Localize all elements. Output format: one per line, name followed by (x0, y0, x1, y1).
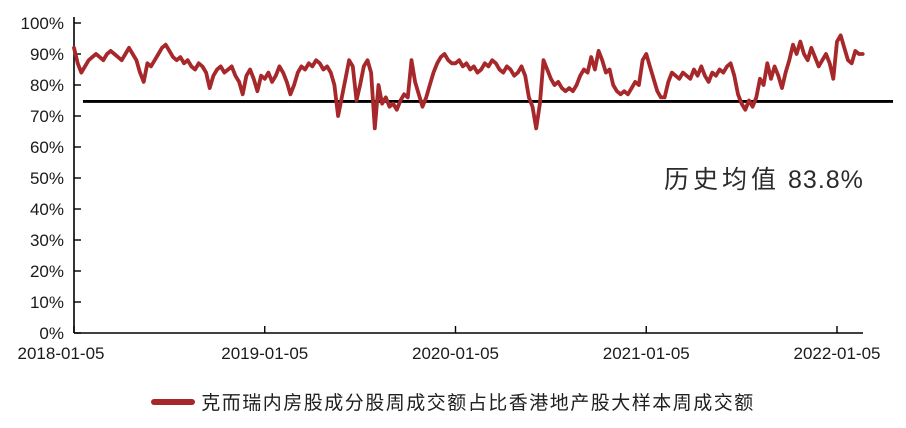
y-tick-label: 40% (30, 200, 64, 219)
legend-line-swatch (151, 398, 196, 405)
legend: 克而瑞内房股成分股周成交额占比香港地产股大样本周成交额 (0, 388, 906, 415)
average-annotation-label: 历史均值 (664, 165, 781, 194)
average-annotation-value: 83.8% (788, 166, 864, 194)
x-tick-label: 2022-01-05 (794, 344, 881, 363)
x-tick-label: 2021-01-05 (603, 344, 690, 363)
y-tick-label: 10% (30, 293, 64, 312)
y-tick-label: 60% (30, 138, 64, 157)
y-tick-label: 50% (30, 169, 64, 188)
y-tick-label: 90% (30, 45, 64, 64)
average-annotation: 历史均值 83.8% (664, 160, 864, 196)
y-tick-label: 100% (21, 14, 64, 33)
y-tick-label: 20% (30, 262, 64, 281)
y-tick-label: 80% (30, 76, 64, 95)
x-tick-label: 2020-01-05 (412, 344, 499, 363)
legend-series-label: 克而瑞内房股成分股周成交额占比香港地产股大样本周成交额 (201, 392, 755, 414)
y-tick-label: 0% (39, 324, 64, 343)
x-tick-label: 2018-01-05 (18, 344, 105, 363)
x-tick-label: 2019-01-05 (221, 344, 308, 363)
y-tick-label: 30% (30, 231, 64, 250)
series-line (72, 33, 865, 131)
y-tick-label: 70% (30, 107, 64, 126)
